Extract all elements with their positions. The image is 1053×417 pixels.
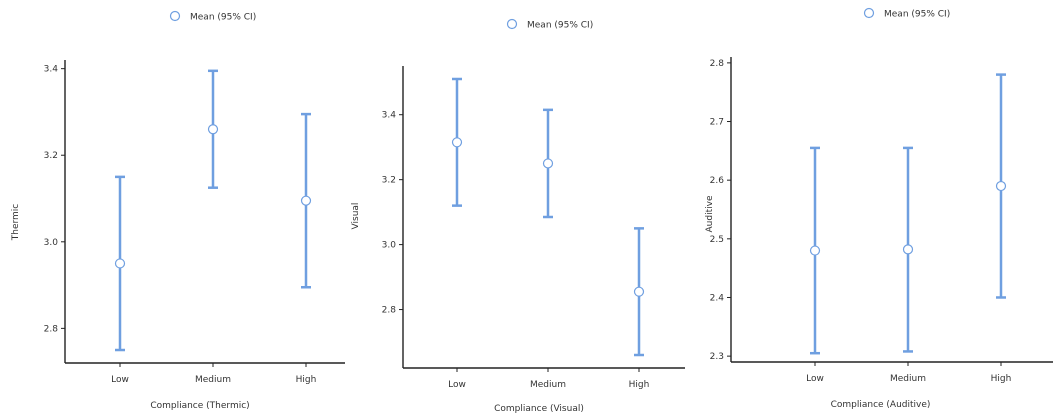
x-tick-label: High bbox=[629, 380, 650, 390]
legend-marker bbox=[506, 18, 518, 30]
y-tick-label: 2.8 bbox=[710, 59, 725, 69]
x-axis-label: Compliance (Auditive) bbox=[831, 400, 931, 410]
x-tick-label: Medium bbox=[195, 375, 231, 385]
y-tick-label: 2.6 bbox=[710, 176, 725, 186]
legend-label: Mean (95% CI) bbox=[884, 10, 950, 20]
legend-label: Mean (95% CI) bbox=[527, 21, 593, 31]
mean-point bbox=[300, 195, 312, 206]
mean-point bbox=[207, 124, 219, 135]
error-bar-low bbox=[114, 175, 126, 352]
y-tick-label: 3.2 bbox=[382, 176, 396, 186]
y-tick-label: 2.8 bbox=[44, 324, 59, 334]
error-bar-high bbox=[633, 227, 645, 357]
y-tick-label: 2.4 bbox=[710, 293, 725, 303]
chart-panel-1: 2.8 3.0 3.2 3.4 Low Medium High Compliance (The… bbox=[11, 10, 345, 411]
mean-point bbox=[114, 258, 126, 269]
x-tick-label: Low bbox=[448, 380, 466, 390]
x-axis-label: Compliance (Visual) bbox=[494, 404, 584, 414]
x-tick-label: Medium bbox=[530, 380, 566, 390]
mean-point bbox=[995, 180, 1007, 192]
y-tick-label: 3.4 bbox=[44, 65, 59, 75]
error-bar-high bbox=[300, 112, 312, 289]
x-axis-label: Compliance (Thermic) bbox=[150, 401, 249, 411]
error-bar-medium bbox=[542, 108, 554, 219]
y-tick-label: 2.8 bbox=[382, 306, 397, 316]
mean-point bbox=[542, 158, 554, 169]
x-tick-label: Medium bbox=[890, 374, 926, 384]
error-bar-low bbox=[451, 77, 463, 207]
x-tick-label: Low bbox=[111, 375, 129, 385]
y-axis-label: Thermic bbox=[11, 204, 21, 242]
chart-panel-3: 2.3 2.4 2.5 2.6 2.7 2.8 Low Medium High Complianc… bbox=[705, 7, 1053, 410]
y-tick-label: 2.5 bbox=[710, 235, 724, 245]
mean-point bbox=[633, 286, 645, 297]
error-bar-medium bbox=[207, 69, 219, 189]
y-axis-label: Auditive bbox=[705, 195, 715, 232]
y-tick-label: 2.7 bbox=[710, 118, 724, 128]
y-tick-label: 3.4 bbox=[382, 111, 397, 121]
error-bar-medium bbox=[902, 146, 914, 353]
x-tick-label: High bbox=[296, 375, 317, 385]
mean-point bbox=[451, 137, 463, 148]
y-tick-label: 3.2 bbox=[44, 151, 58, 161]
legend-marker bbox=[863, 7, 875, 19]
mean-point bbox=[809, 245, 821, 256]
x-tick-label: Low bbox=[806, 374, 824, 384]
chart-panel-2: 2.8 3.0 3.2 3.4 Low Medium High Compliance (Vis… bbox=[351, 18, 685, 414]
mean-point bbox=[902, 244, 914, 255]
legend-marker bbox=[169, 10, 181, 22]
x-tick-label: High bbox=[991, 374, 1012, 384]
error-bar-low bbox=[809, 146, 821, 355]
y-tick-label: 3.0 bbox=[382, 241, 397, 251]
y-tick-label: 3.0 bbox=[44, 238, 59, 248]
legend-label: Mean (95% CI) bbox=[190, 13, 256, 23]
y-tick-label: 2.3 bbox=[710, 352, 724, 362]
y-axis-label: Visual bbox=[351, 203, 361, 230]
error-bar-high bbox=[995, 73, 1007, 299]
